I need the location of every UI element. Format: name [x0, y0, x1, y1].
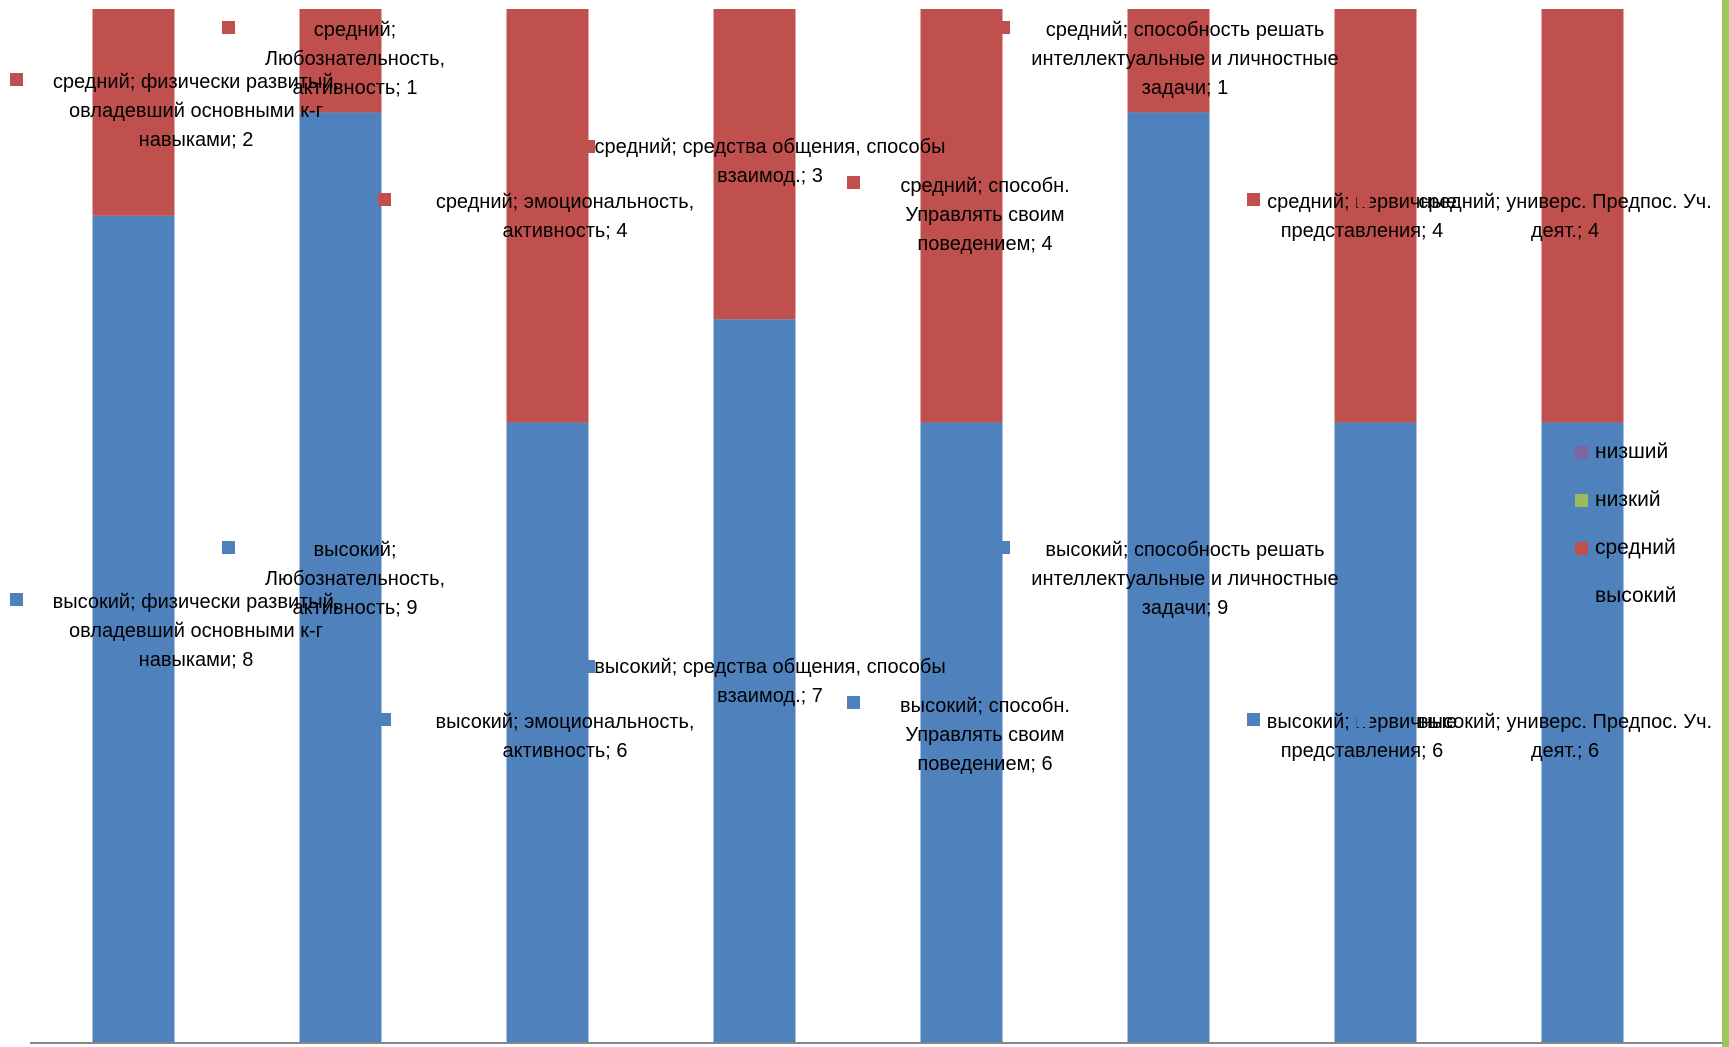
bar-высокий-2 — [506, 422, 589, 1044]
bar-высокий-7 — [1541, 422, 1624, 1044]
data-label-marker — [378, 193, 391, 206]
data-label-marker — [1357, 714, 1370, 727]
data-label-marker — [997, 21, 1010, 34]
legend-label: низший — [1595, 440, 1669, 463]
bar-высокий-4 — [920, 422, 1003, 1044]
bar-высокий-6 — [1334, 422, 1417, 1044]
data-label-marker — [222, 541, 235, 554]
legend-label: низкий — [1595, 488, 1661, 511]
data-label-marker — [10, 73, 23, 86]
data-label-средний-5: средний; способность решать интеллектуал… — [1031, 19, 1339, 99]
legend-label: высокий — [1595, 584, 1677, 607]
data-label-средний-1: средний; Любознательность, активность; 1 — [264, 19, 446, 99]
data-label-marker — [582, 660, 595, 673]
data-label-средний-7: средний; универс. Предпос. Уч. деят.; 4 — [1418, 191, 1712, 242]
data-label-marker — [1247, 193, 1260, 206]
data-label-высокий-4: высокий; способн. Управлять своим поведе… — [900, 695, 1070, 775]
legend-swatch — [1575, 590, 1588, 603]
data-label-средний-4: средний; способн. Управлять своим поведе… — [900, 175, 1070, 255]
bar-высокий-1 — [299, 112, 382, 1043]
legend-swatch — [1575, 542, 1588, 555]
data-label-высокий-5: высокий; способность решать интеллектуал… — [1031, 539, 1339, 619]
bar-средний-5 — [1127, 9, 1210, 113]
data-label-marker — [1357, 194, 1370, 207]
data-label-средний-3: средний; средства общения, способы взаим… — [594, 136, 946, 187]
data-label-высокий-3: высокий; средства общения, способы взаим… — [594, 656, 946, 707]
data-label-средний-0: средний; физически развитый, овладевший … — [52, 71, 340, 151]
data-label-marker — [378, 713, 391, 726]
data-label-marker — [847, 176, 860, 189]
bar-средний-3 — [713, 9, 796, 320]
legend-label: средний — [1595, 536, 1676, 559]
data-label-marker — [222, 21, 235, 34]
bar-высокий-5 — [1127, 112, 1210, 1043]
data-label-средний-2: средний; эмоциональность, активность; 4 — [435, 191, 695, 242]
bar-средний-2 — [506, 9, 589, 423]
right-edge-accent — [1722, 0, 1729, 1047]
data-label-высокий-2: высокий; эмоциональность, активность; 6 — [435, 711, 695, 762]
data-label-marker — [997, 541, 1010, 554]
data-label-marker — [1247, 713, 1260, 726]
bar-высокий-3 — [713, 319, 796, 1043]
data-label-marker — [847, 696, 860, 709]
bar-средний-1 — [299, 9, 382, 113]
data-label-marker — [582, 140, 595, 153]
bar-средний-7 — [1541, 9, 1624, 423]
data-label-marker — [10, 593, 23, 606]
data-label-высокий-0: высокий; физически развитый, овладевший … — [52, 591, 340, 671]
bar-средний-6 — [1334, 9, 1417, 423]
data-label-высокий-1: высокий; Любознательность, активность; 9 — [264, 539, 446, 619]
bar-средний-4 — [920, 9, 1003, 423]
bars-group — [92, 9, 1624, 1044]
bar-средний-0 — [92, 9, 175, 216]
bar-высокий-0 — [92, 215, 175, 1044]
data-label-высокий-7: высокий; универс. Предпос. Уч. деят.; 6 — [1417, 711, 1713, 762]
legend-swatch — [1575, 494, 1588, 507]
legend-swatch — [1575, 446, 1588, 459]
